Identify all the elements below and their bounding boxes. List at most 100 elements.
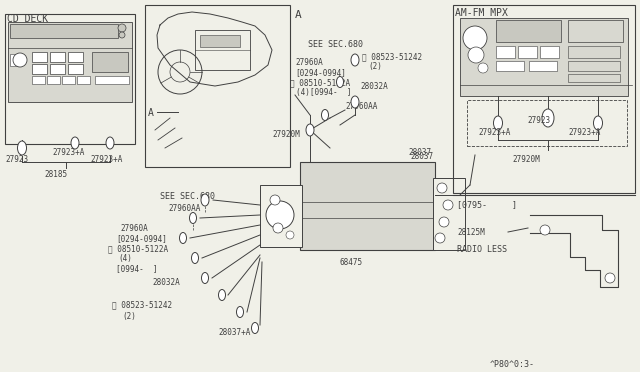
Text: 27960A: 27960A	[295, 58, 323, 67]
Bar	[77, 76, 90, 84]
Bar	[145, 5, 290, 167]
Text: Ⓢ 08523-51242: Ⓢ 08523-51242	[362, 52, 422, 61]
Text: Ⓢ 08510-5122A: Ⓢ 08510-5122A	[290, 78, 350, 87]
Bar	[200, 35, 240, 47]
Text: 27960AA: 27960AA	[168, 204, 200, 213]
Circle shape	[273, 223, 283, 233]
Text: [0294-0994]: [0294-0994]	[116, 234, 167, 243]
Text: A: A	[148, 108, 154, 118]
Text: [0294-0994]: [0294-0994]	[295, 68, 346, 77]
Bar	[529, 61, 557, 71]
Bar	[47, 76, 60, 84]
Text: 28032A: 28032A	[152, 278, 180, 287]
Bar	[568, 61, 620, 71]
Ellipse shape	[202, 273, 209, 283]
Circle shape	[266, 201, 294, 229]
Ellipse shape	[351, 54, 359, 66]
Text: CD DECK: CD DECK	[7, 14, 48, 24]
Bar	[518, 46, 537, 58]
Bar	[68, 64, 83, 74]
Circle shape	[118, 24, 126, 32]
Text: Ⓢ 08523-51242: Ⓢ 08523-51242	[112, 300, 172, 309]
Circle shape	[286, 231, 294, 239]
Text: 27960A: 27960A	[120, 224, 148, 233]
Bar	[10, 54, 18, 66]
Ellipse shape	[493, 116, 502, 130]
Ellipse shape	[201, 194, 209, 206]
Circle shape	[439, 217, 449, 227]
Circle shape	[605, 273, 615, 283]
Circle shape	[119, 32, 125, 38]
Text: 27923: 27923	[527, 116, 550, 125]
Bar	[195, 30, 250, 70]
Bar	[460, 18, 628, 96]
Circle shape	[435, 233, 445, 243]
Bar	[62, 76, 75, 84]
Text: SEE SEC.680: SEE SEC.680	[308, 40, 363, 49]
Circle shape	[437, 183, 447, 193]
Text: 27923: 27923	[5, 155, 28, 164]
Bar	[92, 52, 128, 72]
Ellipse shape	[351, 96, 359, 108]
Ellipse shape	[237, 307, 243, 317]
Circle shape	[13, 53, 27, 67]
Text: Ⓢ 08510-5122A: Ⓢ 08510-5122A	[108, 244, 168, 253]
Text: 28032A: 28032A	[360, 82, 388, 91]
Text: 27923+A: 27923+A	[90, 155, 122, 164]
Ellipse shape	[191, 253, 198, 263]
Ellipse shape	[218, 289, 225, 301]
Bar	[32, 52, 47, 62]
Bar	[453, 5, 635, 193]
Ellipse shape	[252, 323, 259, 334]
Text: 27923+A: 27923+A	[568, 128, 600, 137]
Text: 28037: 28037	[408, 148, 431, 157]
Bar	[568, 74, 620, 82]
Text: A: A	[295, 10, 301, 20]
Bar	[568, 20, 623, 42]
Text: 28037: 28037	[410, 152, 433, 161]
Bar	[433, 178, 465, 250]
Bar	[568, 46, 620, 58]
Ellipse shape	[179, 232, 186, 244]
Bar	[496, 61, 524, 71]
Text: (4): (4)	[118, 254, 132, 263]
Bar	[10, 24, 118, 38]
Circle shape	[463, 26, 487, 50]
Ellipse shape	[542, 109, 554, 127]
Text: (2): (2)	[122, 312, 136, 321]
Text: [0994-  ]: [0994- ]	[116, 264, 157, 273]
Circle shape	[270, 195, 280, 205]
Text: (4)[0994-  ]: (4)[0994- ]	[296, 88, 351, 97]
Ellipse shape	[106, 137, 114, 149]
Bar	[496, 20, 561, 42]
Bar	[32, 76, 45, 84]
Bar	[5, 14, 135, 144]
Circle shape	[478, 63, 488, 73]
Text: 68475: 68475	[340, 258, 363, 267]
Bar	[32, 64, 47, 74]
Ellipse shape	[337, 77, 344, 87]
Bar	[95, 76, 129, 84]
Ellipse shape	[71, 137, 79, 149]
Text: 27920M: 27920M	[272, 130, 300, 139]
Circle shape	[443, 200, 453, 210]
Bar	[300, 162, 435, 250]
Text: 27923+A: 27923+A	[52, 148, 84, 157]
Ellipse shape	[321, 109, 328, 121]
Ellipse shape	[306, 124, 314, 136]
Bar	[68, 52, 83, 62]
Ellipse shape	[593, 116, 602, 130]
Text: [0795-     ]: [0795- ]	[457, 200, 517, 209]
Bar	[540, 46, 559, 58]
Bar	[50, 64, 65, 74]
Ellipse shape	[189, 212, 196, 224]
Text: 27923+A: 27923+A	[478, 128, 510, 137]
Text: 27920M: 27920M	[512, 155, 540, 164]
Circle shape	[468, 47, 484, 63]
Text: SEE SEC.680: SEE SEC.680	[160, 192, 215, 201]
Text: (2): (2)	[368, 62, 382, 71]
Text: ^P80^0:3-: ^P80^0:3-	[490, 360, 535, 369]
Bar	[496, 46, 515, 58]
Bar	[50, 52, 65, 62]
Bar	[8, 22, 132, 102]
